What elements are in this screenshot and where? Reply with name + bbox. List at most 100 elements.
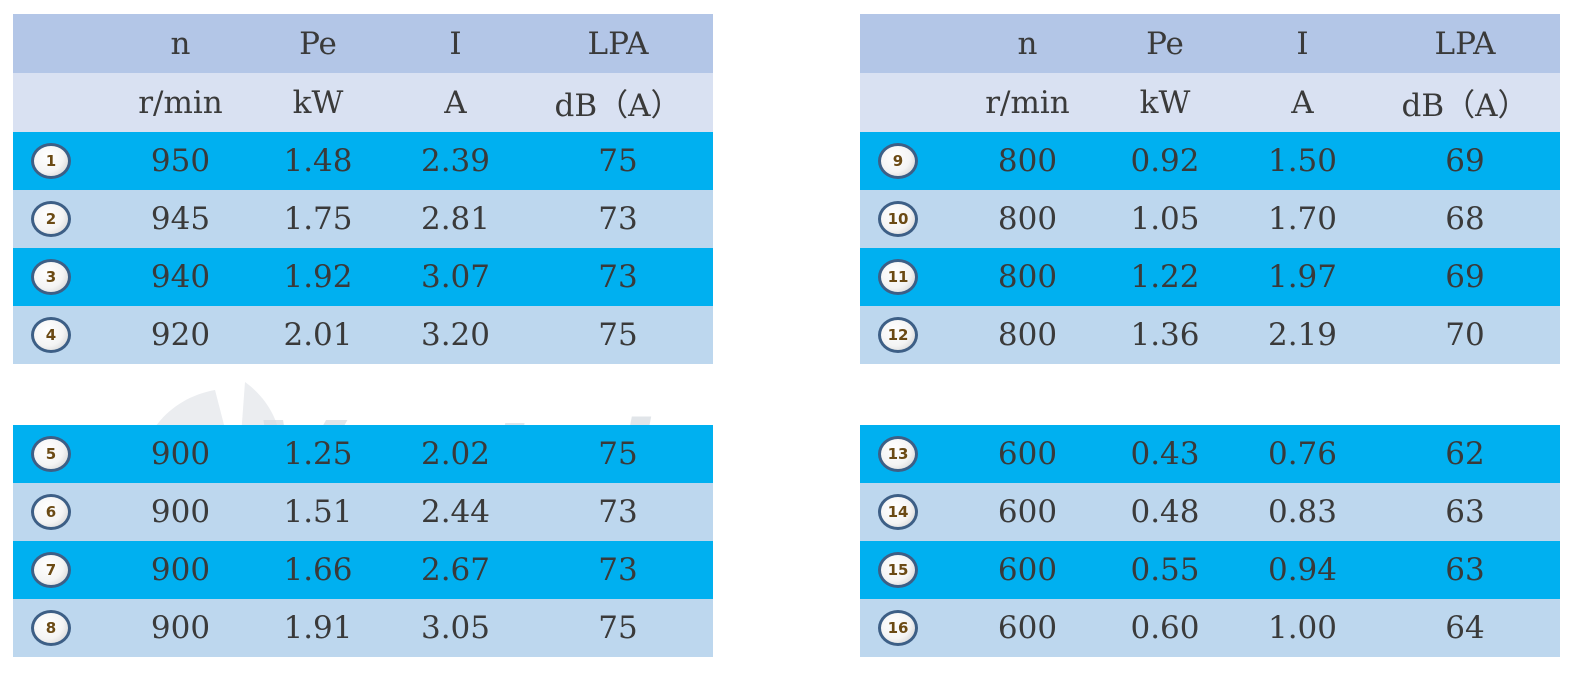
cell-lpa: 69 (1445, 143, 1485, 179)
cell-pe: 0.92 (1130, 143, 1200, 179)
table-bottom-right: 13 600 0.43 0.76 62 14 600 0.48 0.83 63 … (860, 425, 1560, 657)
header-row-symbols: n Pe I LPA (13, 14, 713, 73)
cell-i: 1.97 (1267, 259, 1338, 295)
cell-n: 800 (997, 259, 1058, 295)
unit-pe: kW (1139, 84, 1191, 121)
cell-n: 600 (997, 552, 1058, 588)
cell-lpa: 75 (598, 436, 638, 472)
cell-n: 920 (150, 317, 211, 353)
header-lpa: LPA (587, 25, 649, 62)
cell-n: 900 (150, 494, 211, 530)
cell-n: 800 (997, 143, 1058, 179)
table-row: 16 600 0.60 1.00 64 (860, 599, 1560, 657)
cell-i: 2.67 (420, 552, 491, 588)
header-lpa: LPA (1434, 25, 1496, 62)
table-row: 6 900 1.51 2.44 73 (13, 483, 713, 541)
cell-pe: 1.51 (283, 494, 353, 530)
table-row: 5 900 1.25 2.02 75 (13, 425, 713, 483)
table-row: 9 800 0.92 1.50 69 (860, 132, 1560, 190)
cell-pe: 0.43 (1130, 436, 1200, 472)
table-bottom-left: 5 900 1.25 2.02 75 6 900 1.51 2.44 73 7 … (13, 425, 713, 657)
table-row: 12 800 1.36 2.19 70 (860, 306, 1560, 364)
cell-i: 2.19 (1267, 317, 1338, 353)
cell-pe: 1.48 (283, 143, 353, 179)
unit-n: r/min (138, 84, 223, 121)
cell-lpa: 63 (1445, 494, 1485, 530)
number-badge-icon: 1 (31, 143, 71, 179)
cell-lpa: 68 (1445, 201, 1485, 237)
number-badge-icon: 16 (878, 610, 918, 646)
table-row: 1 950 1.48 2.39 75 (13, 132, 713, 190)
cell-i: 1.50 (1267, 143, 1338, 179)
number-badge-icon: 6 (31, 494, 71, 530)
cell-pe: 1.05 (1130, 201, 1200, 237)
cell-lpa: 75 (598, 610, 638, 646)
header-pe: Pe (299, 25, 337, 62)
table-row: 14 600 0.48 0.83 63 (860, 483, 1560, 541)
cell-n: 945 (150, 201, 211, 237)
cell-lpa: 64 (1445, 610, 1485, 646)
unit-i: A (444, 84, 467, 121)
unit-lpa: dB（A） (1401, 88, 1529, 124)
number-badge-icon: 12 (878, 317, 918, 353)
table-row: 10 800 1.05 1.70 68 (860, 190, 1560, 248)
cell-lpa: 63 (1445, 552, 1485, 588)
cell-i: 3.05 (420, 610, 491, 646)
header-n: n (170, 25, 191, 62)
cell-pe: 1.66 (283, 552, 353, 588)
cell-i: 3.20 (420, 317, 491, 353)
cell-pe: 2.01 (283, 317, 353, 353)
cell-pe: 1.91 (283, 610, 353, 646)
header-pe: Pe (1146, 25, 1184, 62)
cell-n: 900 (150, 436, 211, 472)
cell-lpa: 73 (598, 494, 638, 530)
cell-n: 800 (997, 317, 1058, 353)
cell-n: 900 (150, 610, 211, 646)
cell-i: 2.02 (420, 436, 491, 472)
table-row: 4 920 2.01 3.20 75 (13, 306, 713, 364)
table-top-right: n Pe I LPA r/min kW A dB（A） 9 800 0.92 1… (860, 14, 1560, 364)
number-badge-icon: 11 (878, 259, 918, 295)
cell-lpa: 62 (1445, 436, 1485, 472)
cell-i: 0.94 (1267, 552, 1338, 588)
cell-pe: 0.48 (1130, 494, 1200, 530)
cell-pe: 1.22 (1130, 259, 1200, 295)
number-badge-icon: 8 (31, 610, 71, 646)
unit-lpa: dB（A） (554, 88, 682, 124)
cell-lpa: 73 (598, 552, 638, 588)
table-row: 13 600 0.43 0.76 62 (860, 425, 1560, 483)
cell-pe: 1.75 (283, 201, 353, 237)
header-row-units: r/min kW A dB（A） (13, 73, 713, 132)
header-i: I (1296, 25, 1309, 62)
number-badge-icon: 13 (878, 436, 918, 472)
cell-lpa: 73 (598, 259, 638, 295)
header-row-units: r/min kW A dB（A） (860, 73, 1560, 132)
number-badge-icon: 9 (878, 143, 918, 179)
number-badge-icon: 3 (31, 259, 71, 295)
cell-n: 600 (997, 436, 1058, 472)
cell-lpa: 73 (598, 201, 638, 237)
number-badge-icon: 4 (31, 317, 71, 353)
table-row: 8 900 1.91 3.05 75 (13, 599, 713, 657)
header-n: n (1017, 25, 1038, 62)
cell-lpa: 69 (1445, 259, 1485, 295)
cell-i: 3.07 (420, 259, 491, 295)
cell-i: 0.76 (1267, 436, 1338, 472)
cell-i: 2.44 (420, 494, 491, 530)
cell-n: 940 (150, 259, 211, 295)
table-top-left: n Pe I LPA r/min kW A dB（A） 1 950 1.48 2… (13, 14, 713, 364)
cell-lpa: 75 (598, 143, 638, 179)
cell-n: 600 (997, 494, 1058, 530)
number-badge-icon: 10 (878, 201, 918, 237)
cell-pe: 0.55 (1130, 552, 1200, 588)
cell-pe: 0.60 (1130, 610, 1200, 646)
unit-pe: kW (292, 84, 344, 121)
cell-n: 950 (150, 143, 211, 179)
cell-pe: 1.25 (283, 436, 353, 472)
number-badge-icon: 2 (31, 201, 71, 237)
number-badge-icon: 7 (31, 552, 71, 588)
unit-n: r/min (985, 84, 1070, 121)
table-row: 15 600 0.55 0.94 63 (860, 541, 1560, 599)
table-row: 2 945 1.75 2.81 73 (13, 190, 713, 248)
cell-n: 800 (997, 201, 1058, 237)
